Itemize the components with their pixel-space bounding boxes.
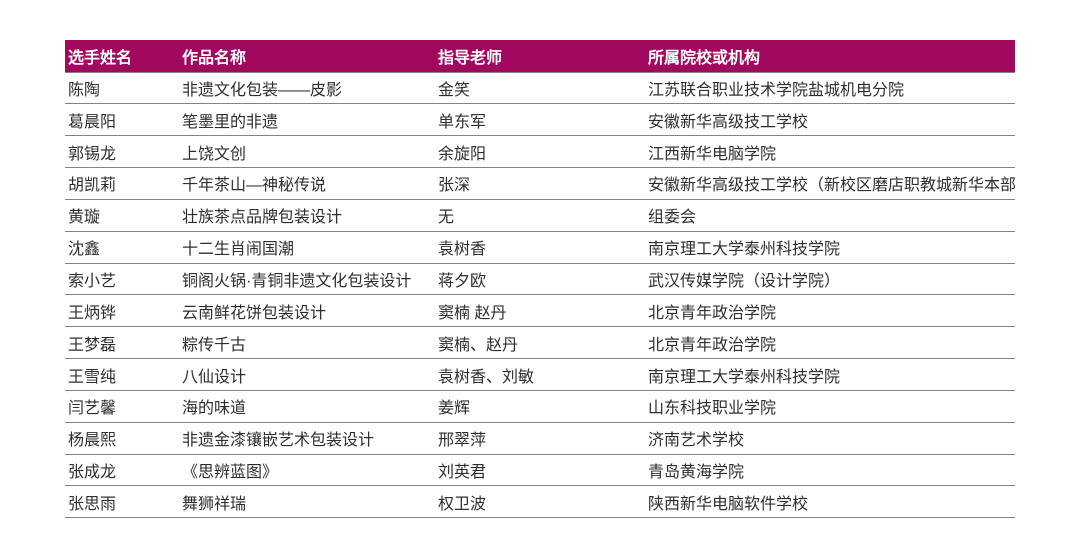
- institution-cell: 济南艺术学校: [645, 422, 1015, 455]
- header-cell-teacher: 指导老师: [435, 40, 645, 73]
- teacher-cell: 袁树香、刘敏: [435, 358, 645, 391]
- work-title-cell: 《思辨蓝图》: [179, 454, 435, 487]
- table-row: 沈鑫 十二生肖闹国潮 袁树香 南京理工大学泰州科技学院: [65, 231, 1015, 264]
- contestant-name-cell: 王炳铧: [65, 294, 179, 328]
- institution-cell: 山东科技职业学院: [645, 390, 1015, 423]
- contestant-name-cell: 杨晨熙: [65, 422, 179, 455]
- header-cell-work-title: 作品名称: [179, 40, 435, 73]
- header-cell-contestant-name: 选手姓名: [65, 40, 179, 73]
- table-row: 葛晨阳 笔墨里的非遗 单东军 安徽新华高级技工学校: [65, 103, 1015, 137]
- teacher-cell: 余旋阳: [435, 135, 645, 169]
- table-header: 选手姓名 作品名称 指导老师 所属院校或机构: [65, 40, 1015, 73]
- contestant-name-cell: 黄璇: [65, 199, 179, 232]
- table-body: 陈陶 非遗文化包装——皮影 金笑 江苏联合职业技术学院盐城机电分院 葛晨阳 笔墨里的非遗单…: [65, 72, 1015, 519]
- contestant-name-cell: 张思雨: [65, 485, 179, 519]
- teacher-cell: 权卫波: [435, 485, 645, 519]
- table-row: 张思雨 舞狮祥瑞 权卫波 陕西新华电脑软件学校: [65, 485, 1015, 519]
- institution-cell: 江西新华电脑学院: [645, 135, 1015, 169]
- work-title-cell: 非遗金漆镶嵌艺术包装设计: [179, 422, 435, 455]
- contestant-name-cell: 闫艺馨: [65, 390, 179, 423]
- table-row: 杨晨熙 非遗金漆镶嵌艺术包装设计 邢翠萍 济南艺术学校: [65, 422, 1015, 455]
- teacher-cell: 单东军: [435, 103, 645, 137]
- contestant-name-cell: 葛晨阳: [65, 103, 179, 137]
- work-title-cell: 铜阁火锅·青铜非遗文化包装设计: [179, 263, 435, 296]
- work-title-cell: 海的味道: [179, 390, 435, 423]
- header-cell-institution: 所属院校或机构: [645, 40, 1015, 73]
- teacher-cell: 张深: [435, 167, 645, 200]
- contestant-name-cell: 沈鑫: [65, 231, 179, 264]
- table-row: 胡凯莉 千年茶山—神秘传说 张深 安徽新华高级技工学校（新校区磨店职教城新华本部: [65, 167, 1015, 200]
- institution-cell: 安徽新华高级技工学校: [645, 103, 1015, 137]
- table-row: 索小艺 铜阁火锅·青铜非遗文化包装设计 蒋夕欧 武汉传媒学院（设计学院）: [65, 263, 1015, 296]
- work-title-cell: 云南鲜花饼包装设计: [179, 294, 435, 328]
- institution-cell: 南京理工大学泰州科技学院: [645, 358, 1015, 391]
- teacher-cell: 金笑: [435, 72, 645, 105]
- teacher-cell: 邢翠萍: [435, 422, 645, 455]
- work-title-cell: 粽传千古: [179, 326, 435, 360]
- teacher-cell: 刘英君: [435, 454, 645, 487]
- institution-cell: 北京青年政治学院: [645, 294, 1015, 328]
- work-title-cell: 上饶文创: [179, 135, 435, 169]
- contestant-name-cell: 郭锡龙: [65, 135, 179, 169]
- table-row: 王炳铧 云南鲜花饼包装设计 窦楠 赵丹 北京青年政治学院: [65, 294, 1015, 328]
- teacher-cell: 姜辉: [435, 390, 645, 423]
- institution-cell: 江苏联合职业技术学院盐城机电分院: [645, 72, 1015, 105]
- teacher-cell: 窦楠、赵丹: [435, 326, 645, 360]
- contestant-name-cell: 王梦磊: [65, 326, 179, 360]
- table-row: 黄璇 壮族茶点品牌包装设计无组委会: [65, 199, 1015, 232]
- contest-results-table-container: 选手姓名 作品名称 指导老师 所属院校或机构 陈陶 非遗文化包装——皮影 金笑 江苏联合职业…: [65, 40, 1015, 519]
- institution-cell: 陕西新华电脑软件学校: [645, 485, 1015, 519]
- teacher-cell: 袁树香: [435, 231, 645, 264]
- contestant-name-cell: 王雪纯: [65, 358, 179, 391]
- contestant-name-cell: 张成龙: [65, 454, 179, 487]
- work-title-cell: 笔墨里的非遗: [179, 103, 435, 137]
- institution-cell: 南京理工大学泰州科技学院: [645, 231, 1015, 264]
- institution-cell: 北京青年政治学院: [645, 326, 1015, 360]
- contestant-name-cell: 胡凯莉: [65, 167, 179, 200]
- table-header-row: 选手姓名 作品名称 指导老师 所属院校或机构: [65, 40, 1015, 73]
- work-title-cell: 千年茶山—神秘传说: [179, 167, 435, 200]
- table-row: 闫艺馨 海的味道 姜辉 山东科技职业学院: [65, 390, 1015, 423]
- table-row: 王雪纯 八仙设计 袁树香、刘敏 南京理工大学泰州科技学院: [65, 358, 1015, 391]
- work-title-cell: 十二生肖闹国潮: [179, 231, 435, 264]
- table-row: 王梦磊 粽传千古 窦楠、赵丹 北京青年政治学院: [65, 326, 1015, 360]
- contestant-name-cell: 陈陶: [65, 72, 179, 105]
- table-row: 张成龙 《思辨蓝图》 刘英君 青岛黄海学院: [65, 454, 1015, 487]
- work-title-cell: 八仙设计: [179, 358, 435, 391]
- teacher-cell: 窦楠 赵丹: [435, 294, 645, 328]
- work-title-cell: 舞狮祥瑞: [179, 485, 435, 519]
- teacher-cell: 无: [435, 199, 645, 232]
- table-row: 郭锡龙 上饶文创 余旋阳 江西新华电脑学院: [65, 135, 1015, 169]
- institution-cell: 武汉传媒学院（设计学院）: [645, 263, 1015, 296]
- work-title-cell: 非遗文化包装——皮影: [179, 72, 435, 105]
- institution-cell: 安徽新华高级技工学校（新校区磨店职教城新华本部: [645, 167, 1015, 200]
- institution-cell: 青岛黄海学院: [645, 454, 1015, 487]
- contest-results-table: 选手姓名 作品名称 指导老师 所属院校或机构 陈陶 非遗文化包装——皮影 金笑 江苏联合职业…: [65, 40, 1015, 519]
- institution-cell: 组委会: [645, 199, 1015, 232]
- work-title-cell: 壮族茶点品牌包装设计: [179, 199, 435, 232]
- contestant-name-cell: 索小艺: [65, 263, 179, 296]
- teacher-cell: 蒋夕欧: [435, 263, 645, 296]
- table-row: 陈陶 非遗文化包装——皮影 金笑 江苏联合职业技术学院盐城机电分院: [65, 72, 1015, 105]
